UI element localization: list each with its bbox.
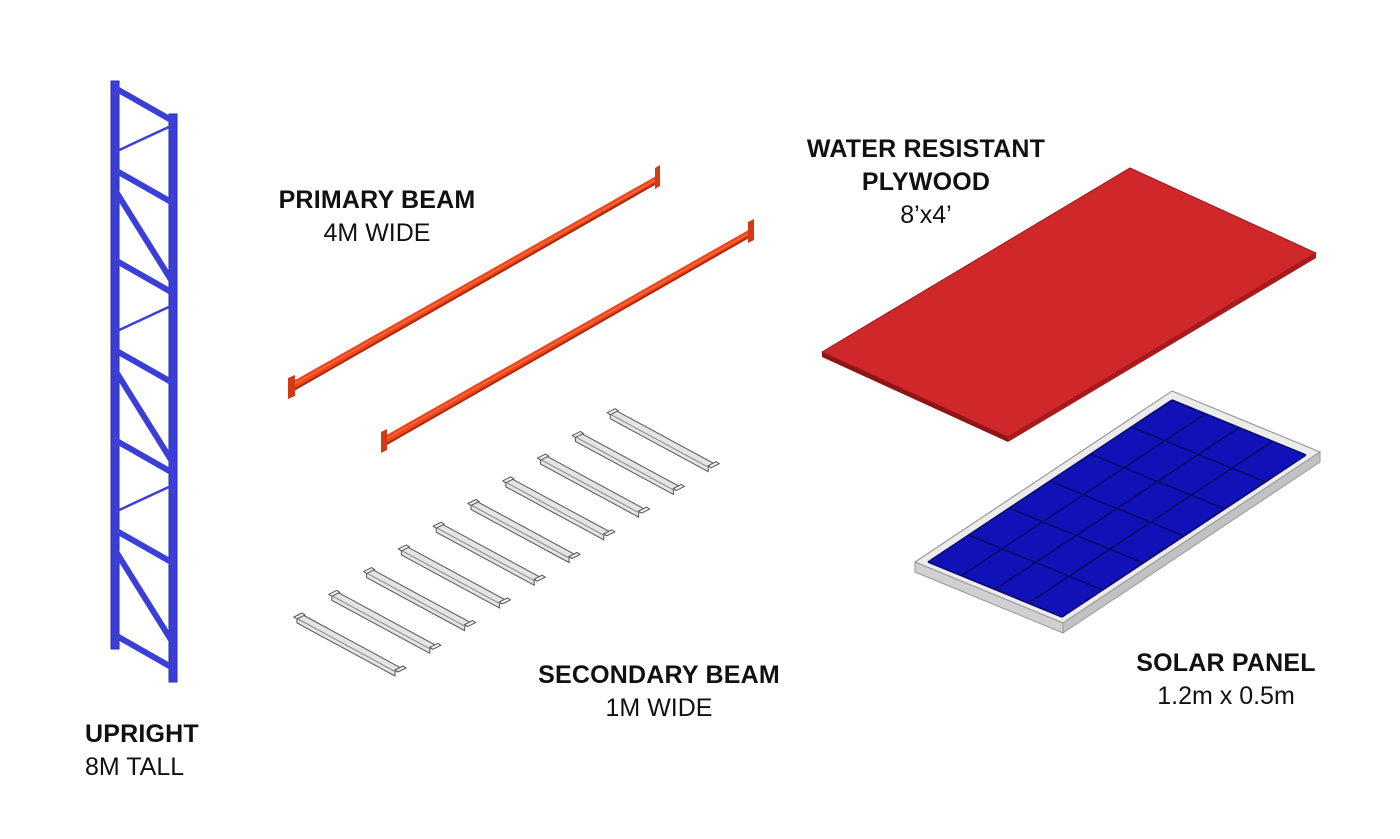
plywood-title-line2: PLYWOOD [861,168,991,196]
solar-cell-line [1061,454,1307,618]
secondary-beam [432,521,547,587]
solar-cell-line [994,426,1240,591]
plywood-sheet [820,167,1318,442]
upright-label: UPRIGHT 8M TALL [85,718,199,784]
secondary-beam [467,498,581,564]
solar-panel-label: SOLAR PANEL 1.2m x 0.5m [1126,647,1326,713]
primary-beam-2 [381,219,755,453]
secondary-beam-title: SECONDARY BEAM [538,661,780,689]
plywood-spec: 8’x4’ [900,201,952,229]
secondary-beam [571,430,686,496]
solar-cell-line [1028,440,1273,604]
secondary-beam [606,408,721,473]
solar-panel [913,390,1322,634]
secondary-beam [362,567,477,632]
secondary-beam [501,476,616,541]
secondary-beam [397,544,512,609]
primary-beam-1 [288,165,661,399]
secondary-beams-group [293,408,721,677]
plywood-title-line1: WATER RESISTANT [806,135,1046,163]
secondary-beam-label: SECONDARY BEAM 1M WIDE [528,659,790,725]
solar-panel-title: SOLAR PANEL [1136,649,1316,677]
solar-cell-line [961,413,1206,577]
upright-title: UPRIGHT [85,720,199,748]
primary-beam-label: PRIMARY BEAM 4M WIDE [272,184,482,250]
secondary-beam [293,612,407,677]
primary-beam-title: PRIMARY BEAM [278,186,476,214]
secondary-beam [327,589,442,655]
plywood-label: WATER RESISTANT PLYWOOD 8’x4’ [800,133,1052,232]
secondary-beam [536,453,651,518]
solar-panel-spec: 1.2m x 0.5m [1157,682,1295,710]
upright-frame [110,80,178,683]
primary-beam-spec: 4M WIDE [323,219,431,247]
solar-cell-line [927,399,1173,563]
upright-spec: 8M TALL [85,753,185,781]
secondary-beam-spec: 1M WIDE [605,694,713,722]
